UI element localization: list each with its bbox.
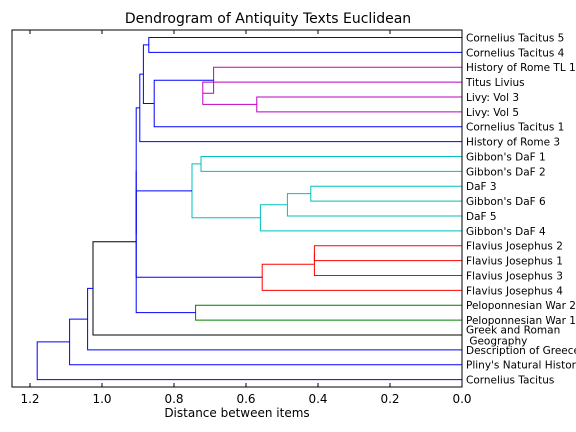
leaf-label: Gibbon's DaF 2 bbox=[466, 166, 546, 178]
x-axis-label: Distance between items bbox=[164, 406, 309, 420]
dendrogram-link bbox=[286, 193, 462, 217]
leaf-label: Livy: Vol 3 bbox=[466, 92, 519, 104]
leaf-labels: Cornelius Tacitus 5 Cornelius Tacitus 4 Hi… bbox=[465, 32, 576, 386]
chart-title: Dendrogram of Antiquity Texts Euclidean bbox=[125, 11, 411, 27]
leaf-label: Livy: Vol 5 bbox=[466, 107, 519, 119]
dendrogram-link bbox=[256, 96, 462, 113]
dendrogram-link bbox=[135, 190, 263, 278]
dendrogram-link bbox=[310, 185, 462, 202]
leaf-label: Gibbon's DaF 6 bbox=[466, 196, 546, 208]
x-tick-label: 0.8 bbox=[164, 392, 183, 406]
dendrogram-link bbox=[36, 341, 462, 381]
dendrogram-link bbox=[135, 107, 140, 235]
leaf-label: Pliny's Natural History bbox=[466, 360, 576, 372]
dendrogram-link bbox=[191, 163, 261, 219]
x-tick-label: 0.2 bbox=[380, 392, 399, 406]
dendrogram-link bbox=[202, 66, 462, 94]
dendrogram-link bbox=[139, 73, 462, 143]
leaf-label: Cornelius Tacitus 5 bbox=[466, 32, 564, 44]
x-axis-ticks: 1.2 1.0 0.8 0.6 0.4 0.2 0.0 bbox=[20, 30, 472, 406]
x-tick-label: 1.2 bbox=[20, 392, 39, 406]
dendrogram-link bbox=[259, 204, 462, 232]
leaf-label: History of Rome 3 bbox=[466, 137, 560, 149]
dendrogram-link bbox=[313, 253, 462, 276]
dendrogram-link bbox=[87, 287, 462, 351]
x-tick-label: 0.4 bbox=[308, 392, 327, 406]
leaf-label: Cornelius Tacitus 1 bbox=[466, 122, 564, 134]
leaf-label: Flavius Josephus 2 bbox=[466, 241, 563, 253]
x-tick-label: 0.6 bbox=[236, 392, 255, 406]
dendrogram-link bbox=[92, 241, 462, 336]
leaf-label: Flavius Josephus 1 bbox=[466, 256, 563, 268]
leaf-label: Gibbon's DaF 1 bbox=[466, 151, 546, 163]
leaf-label: DaF 3 bbox=[466, 181, 497, 193]
dendrogram-link bbox=[195, 304, 462, 321]
leaf-label: Gibbon's DaF 4 bbox=[466, 226, 546, 238]
dendrogram-link bbox=[153, 79, 462, 128]
dendrogram-link bbox=[142, 44, 155, 104]
dendrogram-link bbox=[202, 81, 462, 105]
dendrogram-links bbox=[36, 36, 462, 381]
leaf-label: Cornelius Tacitus bbox=[466, 375, 554, 387]
leaf-label: History of Rome TL 1 bbox=[466, 62, 576, 74]
plot-frame bbox=[11, 29, 463, 388]
dendrogram-link bbox=[135, 170, 196, 314]
dendrogram-link bbox=[313, 245, 462, 262]
x-tick-label: 0.0 bbox=[452, 392, 471, 406]
leaf-label: Description of Greece bbox=[466, 345, 576, 357]
leaf-label: Peloponnesian War 2 bbox=[466, 300, 576, 312]
leaf-label: Peloponnesian War 1 bbox=[466, 315, 576, 327]
leaf-label: Flavius Josephus 4 bbox=[466, 285, 563, 297]
dendrogram-link bbox=[69, 318, 462, 366]
leaf-label: DaF 5 bbox=[466, 211, 497, 223]
leaf-label: Greek and Roman Geography bbox=[466, 324, 560, 347]
leaf-label: Cornelius Tacitus 4 bbox=[466, 47, 565, 59]
leaf-label: Flavius Josephus 3 bbox=[466, 270, 563, 282]
x-tick-label: 1.0 bbox=[92, 392, 111, 406]
dendrogram-link bbox=[261, 263, 462, 291]
dendrogram-link bbox=[200, 155, 462, 172]
leaf-label: Titus Livius bbox=[465, 77, 525, 89]
dendrogram-link bbox=[148, 36, 462, 53]
